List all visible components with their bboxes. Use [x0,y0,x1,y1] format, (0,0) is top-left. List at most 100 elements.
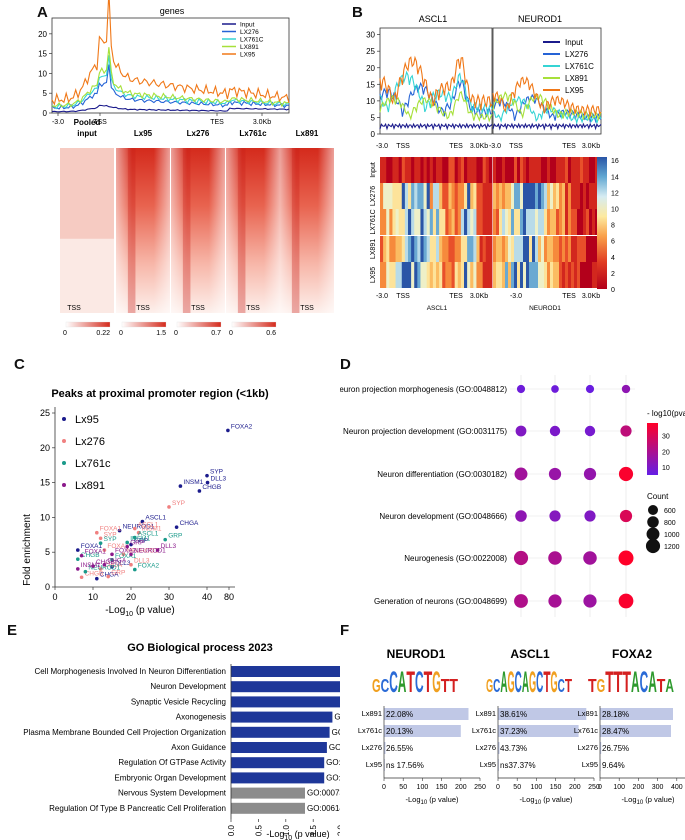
b-heatmap-cell [586,157,590,183]
a-ytick-label: 15 [38,50,47,59]
b-heatmap-cell [395,157,400,183]
b-heatmap-cell [460,236,465,262]
b-heatmap-cell [420,157,424,183]
e-bar [231,726,330,738]
b-heatmap-cell [423,183,428,209]
panel-letter-a: A [37,4,48,21]
c-legend-label: Lx95 [75,414,99,426]
c-point-label: GRP [111,570,125,577]
f-logo-letter: C [558,676,565,696]
b-profile-line [492,122,602,131]
b-heatmap-cell [493,183,497,209]
f-xtick-label: 50 [513,784,521,791]
b-heatmap-cell [479,262,484,288]
f-logo-letter: C [415,666,424,699]
f-sample-label: Lx95 [480,760,496,769]
c-point-label: INSM1 [81,562,101,569]
d-dot [516,384,526,394]
b-heatmap-cell [595,236,599,262]
b-heatmap-cell [467,262,471,288]
e-bar [231,681,340,693]
c-point-label: SYP [104,536,117,543]
b-heatmap-cell [529,209,533,235]
c-point-label: DLL3 [211,476,227,483]
c-point-label: INSM1 [130,535,150,542]
e-xtick-label: 0.5 [254,824,263,836]
b-heatmap-cell [445,262,449,288]
d-size-legend-dot [645,538,661,554]
c-point-label: NEUROD1 [123,524,155,531]
d-dot [549,510,561,522]
b-heatmap-cell [439,262,443,288]
f-logo-letter: T [449,676,458,696]
a-heatmap-col-label: Lx276 [187,129,210,138]
e-bar [231,802,305,814]
b-heatmap-cell [580,236,584,262]
b-heatmap-cell [401,236,406,262]
b-ytick-label: 0 [371,130,376,139]
d-dot [585,384,595,394]
e-category-label: Neuron Development [150,682,226,691]
b-heatmap-cell [473,262,477,288]
b-heatmap-cell [526,157,530,183]
a-heatmap-tss-band [182,148,191,313]
f-bar [600,725,671,737]
b-heatmap-cell [432,183,437,209]
b-heatmap-cell [589,209,593,235]
c-ytick-label: 0 [45,582,50,592]
b-heatmap-cell [562,262,566,288]
f-motif-title: ASCL1 [510,647,550,661]
c-xtick-label: 0 [52,592,57,602]
e-bar [231,666,340,677]
b-heatmap-cell [541,236,545,262]
b-heatmap-cell [523,262,527,288]
b-heatmap-cell [423,209,428,235]
a-ytick-label: 5 [43,89,48,98]
panel-d: Neuron projection morphogenesis (GO:0048… [340,375,685,617]
b-heatmap-cell [386,236,390,262]
b-heatmap-cell [562,183,566,209]
b-heatmap-cell [577,262,581,288]
c-legend-marker [62,461,66,465]
b-heatmap-cell [392,236,396,262]
a-heatmap-tss-band [291,148,300,313]
d-size-legend-dot [647,516,659,528]
e-xlabel-part: -Log [266,829,284,839]
f-logo-letter: C [515,666,522,699]
b-heatmap-cell [514,236,518,262]
b-heatmap-cell [559,236,563,262]
b-heatmap-row-label: LX95 [370,267,377,283]
b-heatmap-cell [550,262,554,288]
c-point [129,542,133,547]
b-heatmap-cell [532,183,536,209]
b-heatmap-cell [429,236,434,262]
a-heatmap-tss-label: TSS [136,305,150,312]
b-heatmap-cell [401,262,406,288]
d-category-label: Neurogenesis (GO:0022008) [404,554,507,563]
b-heatmap-cell [454,209,459,235]
b-heatmap-cell [586,183,590,209]
c-ytick-label: 15 [40,478,50,488]
d-category-label: Neuron projection morphogenesis (GO:0048… [340,385,507,394]
b-heatmap-cell [398,236,403,262]
a-xtick-label: -3.0 [52,119,64,126]
b-heatmap-cell [470,157,474,183]
b-heatmap-cell [502,183,506,209]
b-heatmap-cell [538,236,542,262]
b-heatmap-cell [529,183,533,209]
panel-b-title-ascl1: ASCL1 [419,14,448,24]
b-heatmap-cell [380,236,384,262]
b-heatmap-cell [429,262,434,288]
c-point [110,552,114,557]
b-heatmap-cell [532,236,536,262]
a-heatmap-input-band [60,148,114,239]
b-heatmap-cell [565,262,569,288]
c-point [95,530,99,535]
c-point-label: CHGA [104,562,123,569]
b-heatmap-cell [544,157,548,183]
a-scale-min: 0 [229,330,233,337]
e-bar-label: GO:0043087 [326,758,340,767]
b-heatmap-cell [580,157,584,183]
c-point-label: FOXA2 [115,547,137,554]
